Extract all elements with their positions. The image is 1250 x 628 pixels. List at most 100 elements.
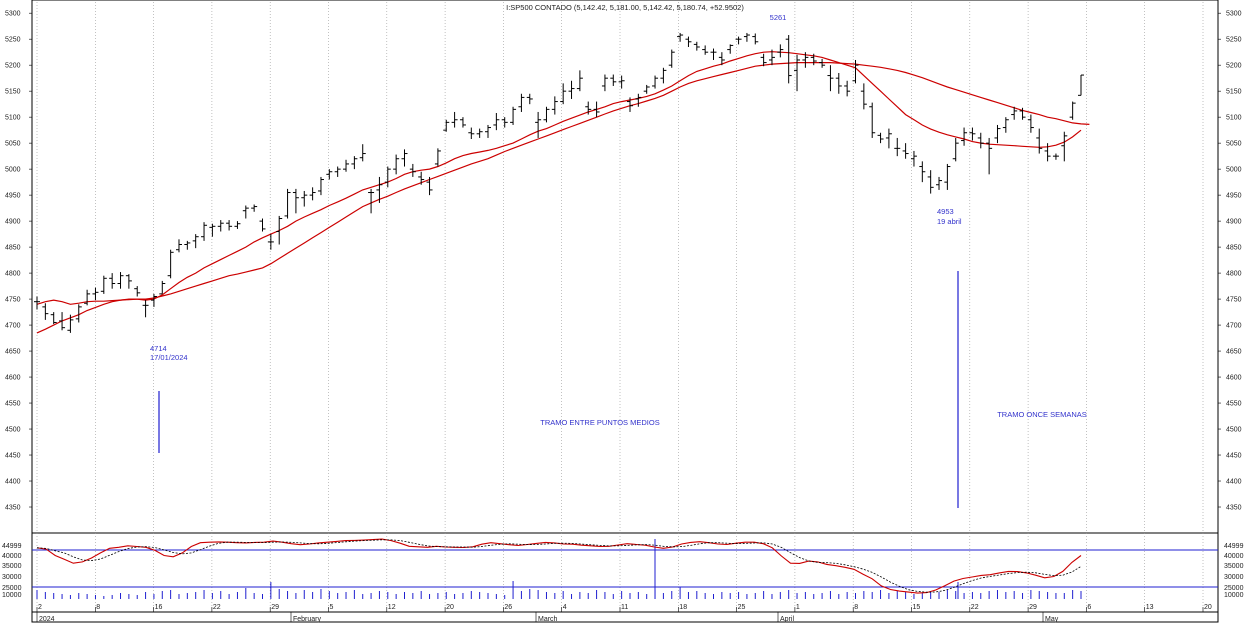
lower-label-right: 10000 bbox=[1224, 592, 1244, 599]
price-bar bbox=[50, 312, 57, 325]
price-bar bbox=[677, 32, 684, 42]
y-tick-label-right: 4500 bbox=[1226, 427, 1242, 434]
price-bar bbox=[1078, 74, 1084, 96]
x-tick-label: 1 bbox=[796, 604, 800, 611]
price-bar bbox=[368, 188, 375, 214]
price-bar bbox=[961, 127, 968, 146]
y-tick-label-left: 4450 bbox=[5, 453, 21, 460]
price-bar bbox=[802, 52, 809, 68]
x-tick-label: 13 bbox=[1146, 604, 1154, 611]
price-bar bbox=[944, 163, 951, 190]
y-tick-label-left: 5000 bbox=[5, 167, 21, 174]
lower-label-left: 40000 bbox=[2, 553, 22, 560]
price-bar bbox=[451, 111, 458, 128]
month-label: March bbox=[538, 616, 558, 623]
y-tick-label-left: 4900 bbox=[5, 219, 21, 226]
price-bar bbox=[585, 101, 592, 115]
price-bar bbox=[201, 222, 208, 241]
lower-label-left: 25000 bbox=[2, 585, 22, 592]
month-label: April bbox=[780, 616, 794, 623]
price-bar bbox=[635, 93, 642, 107]
y-tick-label-right: 4350 bbox=[1226, 505, 1242, 512]
price-bar bbox=[702, 45, 709, 55]
price-bar bbox=[977, 132, 984, 149]
price-bar bbox=[134, 286, 141, 297]
price-bar bbox=[952, 137, 959, 162]
price-bar bbox=[1011, 106, 1018, 120]
annotation-low2-date: 19 abril bbox=[937, 217, 962, 226]
price-bar bbox=[109, 273, 116, 289]
price-bar bbox=[785, 35, 792, 84]
price-bar bbox=[317, 176, 324, 196]
price-bar bbox=[476, 128, 483, 138]
gridlines bbox=[36, 2, 1204, 612]
price-bar bbox=[92, 287, 99, 301]
price-bar bbox=[1002, 117, 1009, 133]
price-bar bbox=[276, 215, 283, 245]
annotation-low1-value: 4714 bbox=[150, 344, 167, 353]
price-bar bbox=[175, 239, 182, 253]
price-bar bbox=[919, 161, 926, 183]
y-tick-label-left: 4800 bbox=[5, 271, 21, 278]
price-bar bbox=[426, 176, 433, 196]
price-bar bbox=[259, 218, 266, 232]
price-bar bbox=[660, 67, 667, 84]
price-bar bbox=[75, 304, 82, 323]
chart-title: I:SP500 CONTADO (5,142.42, 5,181.00, 5,1… bbox=[506, 3, 744, 12]
y-tick-label-right: 5200 bbox=[1226, 63, 1242, 70]
price-bar bbox=[626, 97, 633, 112]
price-bar bbox=[1027, 114, 1034, 133]
price-bar bbox=[601, 74, 608, 92]
price-bar bbox=[443, 119, 450, 132]
price-bar bbox=[142, 300, 149, 318]
x-tick-label: 20 bbox=[1204, 604, 1212, 611]
price-bar bbox=[376, 176, 383, 203]
x-tick-label: 4 bbox=[563, 604, 567, 611]
price-bar bbox=[894, 137, 901, 157]
price-bar bbox=[593, 101, 600, 118]
price-bar bbox=[34, 296, 40, 310]
oscillator-signal-line bbox=[36, 539, 1082, 593]
moving-average-fast bbox=[36, 51, 1082, 334]
x-tick-label: 22 bbox=[213, 604, 221, 611]
y-tick-label-right: 4750 bbox=[1226, 297, 1242, 304]
price-bar bbox=[902, 143, 909, 159]
y-tick-label-right: 4450 bbox=[1226, 453, 1242, 460]
price-bar bbox=[543, 106, 550, 123]
lower-label-right: 30000 bbox=[1224, 574, 1244, 581]
price-bar bbox=[242, 205, 249, 219]
y-tick-label-left: 5100 bbox=[5, 115, 21, 122]
price-bar bbox=[535, 111, 542, 138]
price-bar bbox=[334, 166, 341, 177]
moving-average-slow bbox=[36, 61, 1090, 305]
price-bar bbox=[743, 32, 750, 42]
price-bar bbox=[150, 293, 157, 307]
lower-label-left: 10000 bbox=[2, 592, 22, 599]
price-bar bbox=[84, 289, 91, 306]
price-bar bbox=[994, 124, 1001, 144]
price-bar bbox=[434, 148, 441, 167]
x-tick-label: 20 bbox=[446, 604, 454, 611]
y-tick-label-right: 4800 bbox=[1226, 271, 1242, 278]
x-tick-label: 2 bbox=[38, 604, 42, 611]
lower-label-right: 35000 bbox=[1224, 563, 1244, 570]
price-bar bbox=[835, 72, 842, 94]
y-tick-label-left: 4650 bbox=[5, 349, 21, 356]
y-tick-label-left: 4400 bbox=[5, 479, 21, 486]
price-bar bbox=[192, 234, 199, 249]
y-tick-label-right: 4600 bbox=[1226, 375, 1242, 382]
price-bar bbox=[459, 117, 466, 128]
price-bar bbox=[844, 80, 851, 97]
x-tick-label: 22 bbox=[971, 604, 979, 611]
y-tick-label-right: 5300 bbox=[1226, 11, 1242, 18]
y-tick-label-left: 5050 bbox=[5, 141, 21, 148]
y-tick-label-left: 4600 bbox=[5, 375, 21, 382]
price-bar bbox=[760, 53, 767, 67]
price-bar bbox=[59, 312, 66, 331]
y-tick-label-left: 4850 bbox=[5, 245, 21, 252]
annotations bbox=[158, 271, 959, 508]
x-tick-label: 12 bbox=[388, 604, 396, 611]
price-bar bbox=[643, 84, 650, 94]
